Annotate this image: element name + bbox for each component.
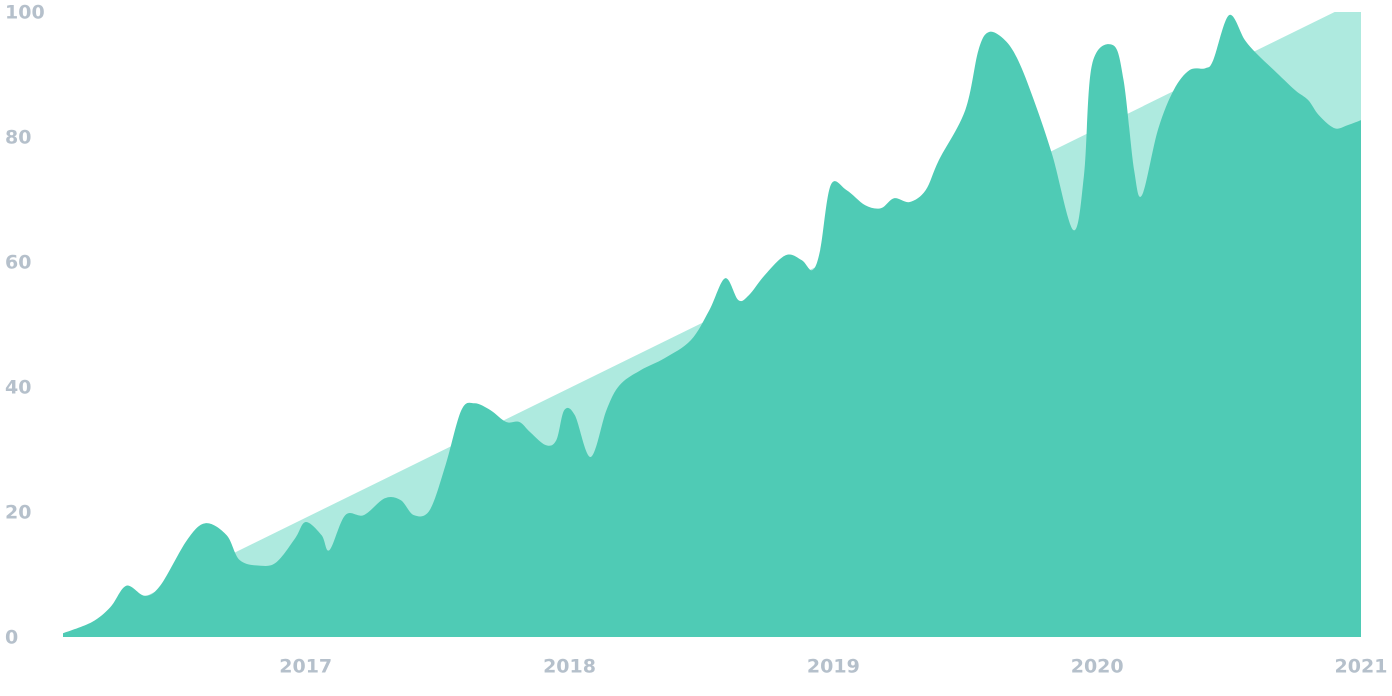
y-tick-label: 0 (5, 627, 18, 649)
x-tick-label: 2018 (543, 656, 596, 678)
y-tick-label: 100 (5, 2, 45, 24)
y-tick-label: 80 (5, 127, 31, 149)
area (63, 14, 1361, 638)
y-tick-label: 40 (5, 377, 31, 399)
x-tick-label: 2019 (807, 656, 860, 678)
y-tick-label: 20 (5, 502, 31, 524)
x-tick-label: 2017 (279, 656, 332, 678)
y-tick-label: 60 (5, 252, 31, 274)
x-tick-label: 2020 (1071, 656, 1124, 678)
x-tick-label: 2021 (1335, 656, 1388, 678)
